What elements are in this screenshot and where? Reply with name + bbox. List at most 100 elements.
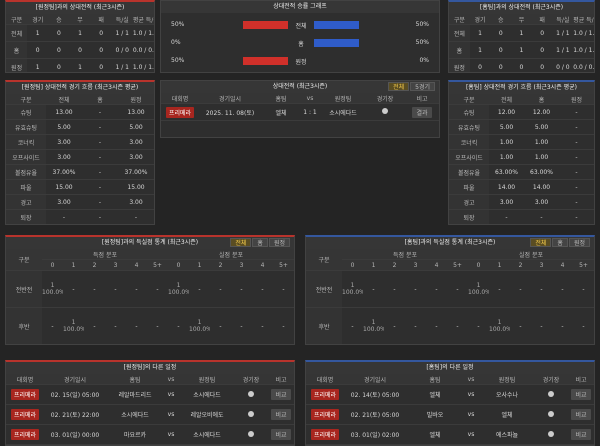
percent: 100.0% (342, 289, 363, 296)
row: 프리메라 02. 21(토) 05:00 빌바오 vs 엘체 비교 (306, 404, 594, 425)
away-bar (243, 21, 288, 29)
cell: 코너킥 (449, 134, 489, 150)
compare-button[interactable]: 비교 (571, 409, 591, 420)
header-cell: 실점 분포 (168, 249, 294, 260)
cell: 1.00 (524, 149, 559, 165)
percent: 100.0% (168, 289, 189, 296)
cell: - (210, 270, 231, 308)
tab[interactable]: 홈 (552, 238, 568, 247)
header-cell: 득점 분포 (342, 249, 468, 260)
panel: [홈팀]의 다른 일정 대회명 경기일시 홈팀 vs 원정팀 경기장 비고 프리메라 02. 14… (305, 360, 595, 446)
header-cell: vs (301, 93, 319, 104)
cell: - (573, 307, 594, 344)
cell: - (252, 270, 273, 308)
panel: [홈팀] 상대전적 경기 흐름 (최근3시즌 평균) 구분 전체 홈 원정 슈팅 12.00… (448, 80, 595, 225)
tabs: 전체 홈 원정 (530, 238, 590, 247)
percent: 100.0% (189, 326, 210, 333)
cell: - (42, 307, 63, 344)
table: 구분 전체 홈 원정 슈팅 12.00 12.00- 유효슈팅 5.00 5.00- 코너킥 1.00… (449, 94, 594, 224)
cell: - (552, 270, 573, 308)
tab[interactable]: 홈 (252, 238, 268, 247)
tab[interactable]: 원정 (268, 238, 290, 247)
cell: - (489, 270, 510, 308)
tab[interactable]: 전체 (530, 238, 552, 247)
cell: 프리메라 (6, 384, 44, 405)
cell: - (118, 209, 154, 224)
cell: 1 (511, 24, 532, 42)
cell: vs (464, 404, 478, 425)
cell: - (252, 307, 273, 344)
compare-button[interactable]: 비교 (271, 389, 291, 400)
row: 오프사이드 3.00-3.00 (6, 149, 154, 165)
cell: 1 (511, 41, 532, 59)
cell: 소시에다드 (106, 404, 164, 425)
header-cell: 비고 (566, 374, 594, 385)
header-cell: 패 (531, 14, 553, 25)
cell: 0 (531, 24, 553, 42)
cell: 3.00 (46, 134, 82, 150)
title-text: [홈팀]과의 득실점 통계 (최근3시즌) (404, 239, 496, 246)
header-cell: 원정팀 (178, 374, 236, 385)
cell (536, 424, 566, 445)
table: 구분 득점 분포 실점 분포 0 1 2 3 4 5+ 0 1 2 3 4 5+ 전반전 1 100.0% - - - -… (306, 249, 594, 344)
row: 퇴장 - - - (6, 209, 154, 224)
title-text: 상대전적 (최근3시즌) (272, 83, 328, 90)
header-row: 구분 전체 홈 원정 (449, 94, 594, 105)
cell: 프리메라 (306, 424, 344, 445)
header-cell: 경기 (469, 14, 491, 25)
cell: - (82, 209, 118, 224)
cell: - (559, 179, 594, 195)
tab[interactable]: 원정 (568, 238, 590, 247)
cell: - (189, 270, 210, 308)
tab[interactable]: 전체 (230, 238, 252, 247)
cell: 13.00 (46, 104, 82, 120)
cell: vs (164, 404, 178, 425)
cell: - (447, 307, 468, 344)
header-cell: 구분 (449, 94, 489, 105)
cell: 12.00 (489, 104, 524, 120)
cell: 전반전 (306, 270, 342, 308)
compare-button[interactable]: 비교 (571, 429, 591, 440)
header-cell: 원정팀 (478, 374, 536, 385)
cell: 1.0 / 1.0 (132, 58, 154, 72)
cell: - (126, 307, 147, 344)
row: 유효슈팅 5.00 5.00- (449, 119, 594, 135)
league-badge: 프리메라 (10, 409, 40, 420)
count: 1 (71, 319, 76, 326)
panel-title: [원정팀]과의 득실점 통계 (최근3시즌) 전체 홈 원정 (6, 237, 294, 249)
cell: 0 (48, 41, 70, 59)
table: 구분 전체 홈 원정 슈팅 13.00-13.00 유효슈팅 5.00-5.00 코너킥 3.00… (6, 94, 154, 224)
cell: 비교 (266, 384, 294, 405)
compare-button[interactable]: 비교 (271, 409, 291, 420)
home-rate: 50% (415, 21, 429, 28)
result-button[interactable]: 결과 (412, 106, 432, 118)
compare-button[interactable]: 비교 (271, 429, 291, 440)
cell: 원정 (449, 58, 470, 72)
header-cell: 경기일시 (344, 374, 406, 385)
cell: - (489, 209, 524, 224)
table: 구분 득점 분포 실점 분포 0 1 2 3 4 5+ 0 1 2 3 4 5+ 전반전 1 100.0% - - - -… (6, 249, 294, 344)
tab[interactable]: 전체 (388, 82, 410, 91)
cell: 14.00 (489, 179, 524, 195)
cell: 소시에다드 (178, 384, 236, 405)
compare-button[interactable]: 비교 (571, 389, 591, 400)
bin-label: 5+ (447, 259, 468, 271)
row-label: 전체 (295, 23, 307, 30)
stadium-icon (382, 108, 388, 114)
cell: 0 (490, 41, 512, 59)
header-cell: 경기일시 (199, 93, 261, 104)
bin-label: 4 (252, 259, 273, 271)
header-cell: 득점 분포 (42, 249, 168, 260)
panel-title: [홈팀]과의 득실점 통계 (최근3시즌) 전체 홈 원정 (306, 237, 594, 249)
title-text: [원정팀]과의 상대전적 (최근3시즌) (35, 4, 125, 11)
percent: 100.0% (363, 326, 384, 333)
cell: 03. 01(일) 02:00 (344, 424, 406, 445)
header-cell: 실점 분포 (468, 249, 594, 260)
tab[interactable]: 5경기 (410, 82, 435, 91)
header-cell: 구분 (449, 14, 470, 25)
